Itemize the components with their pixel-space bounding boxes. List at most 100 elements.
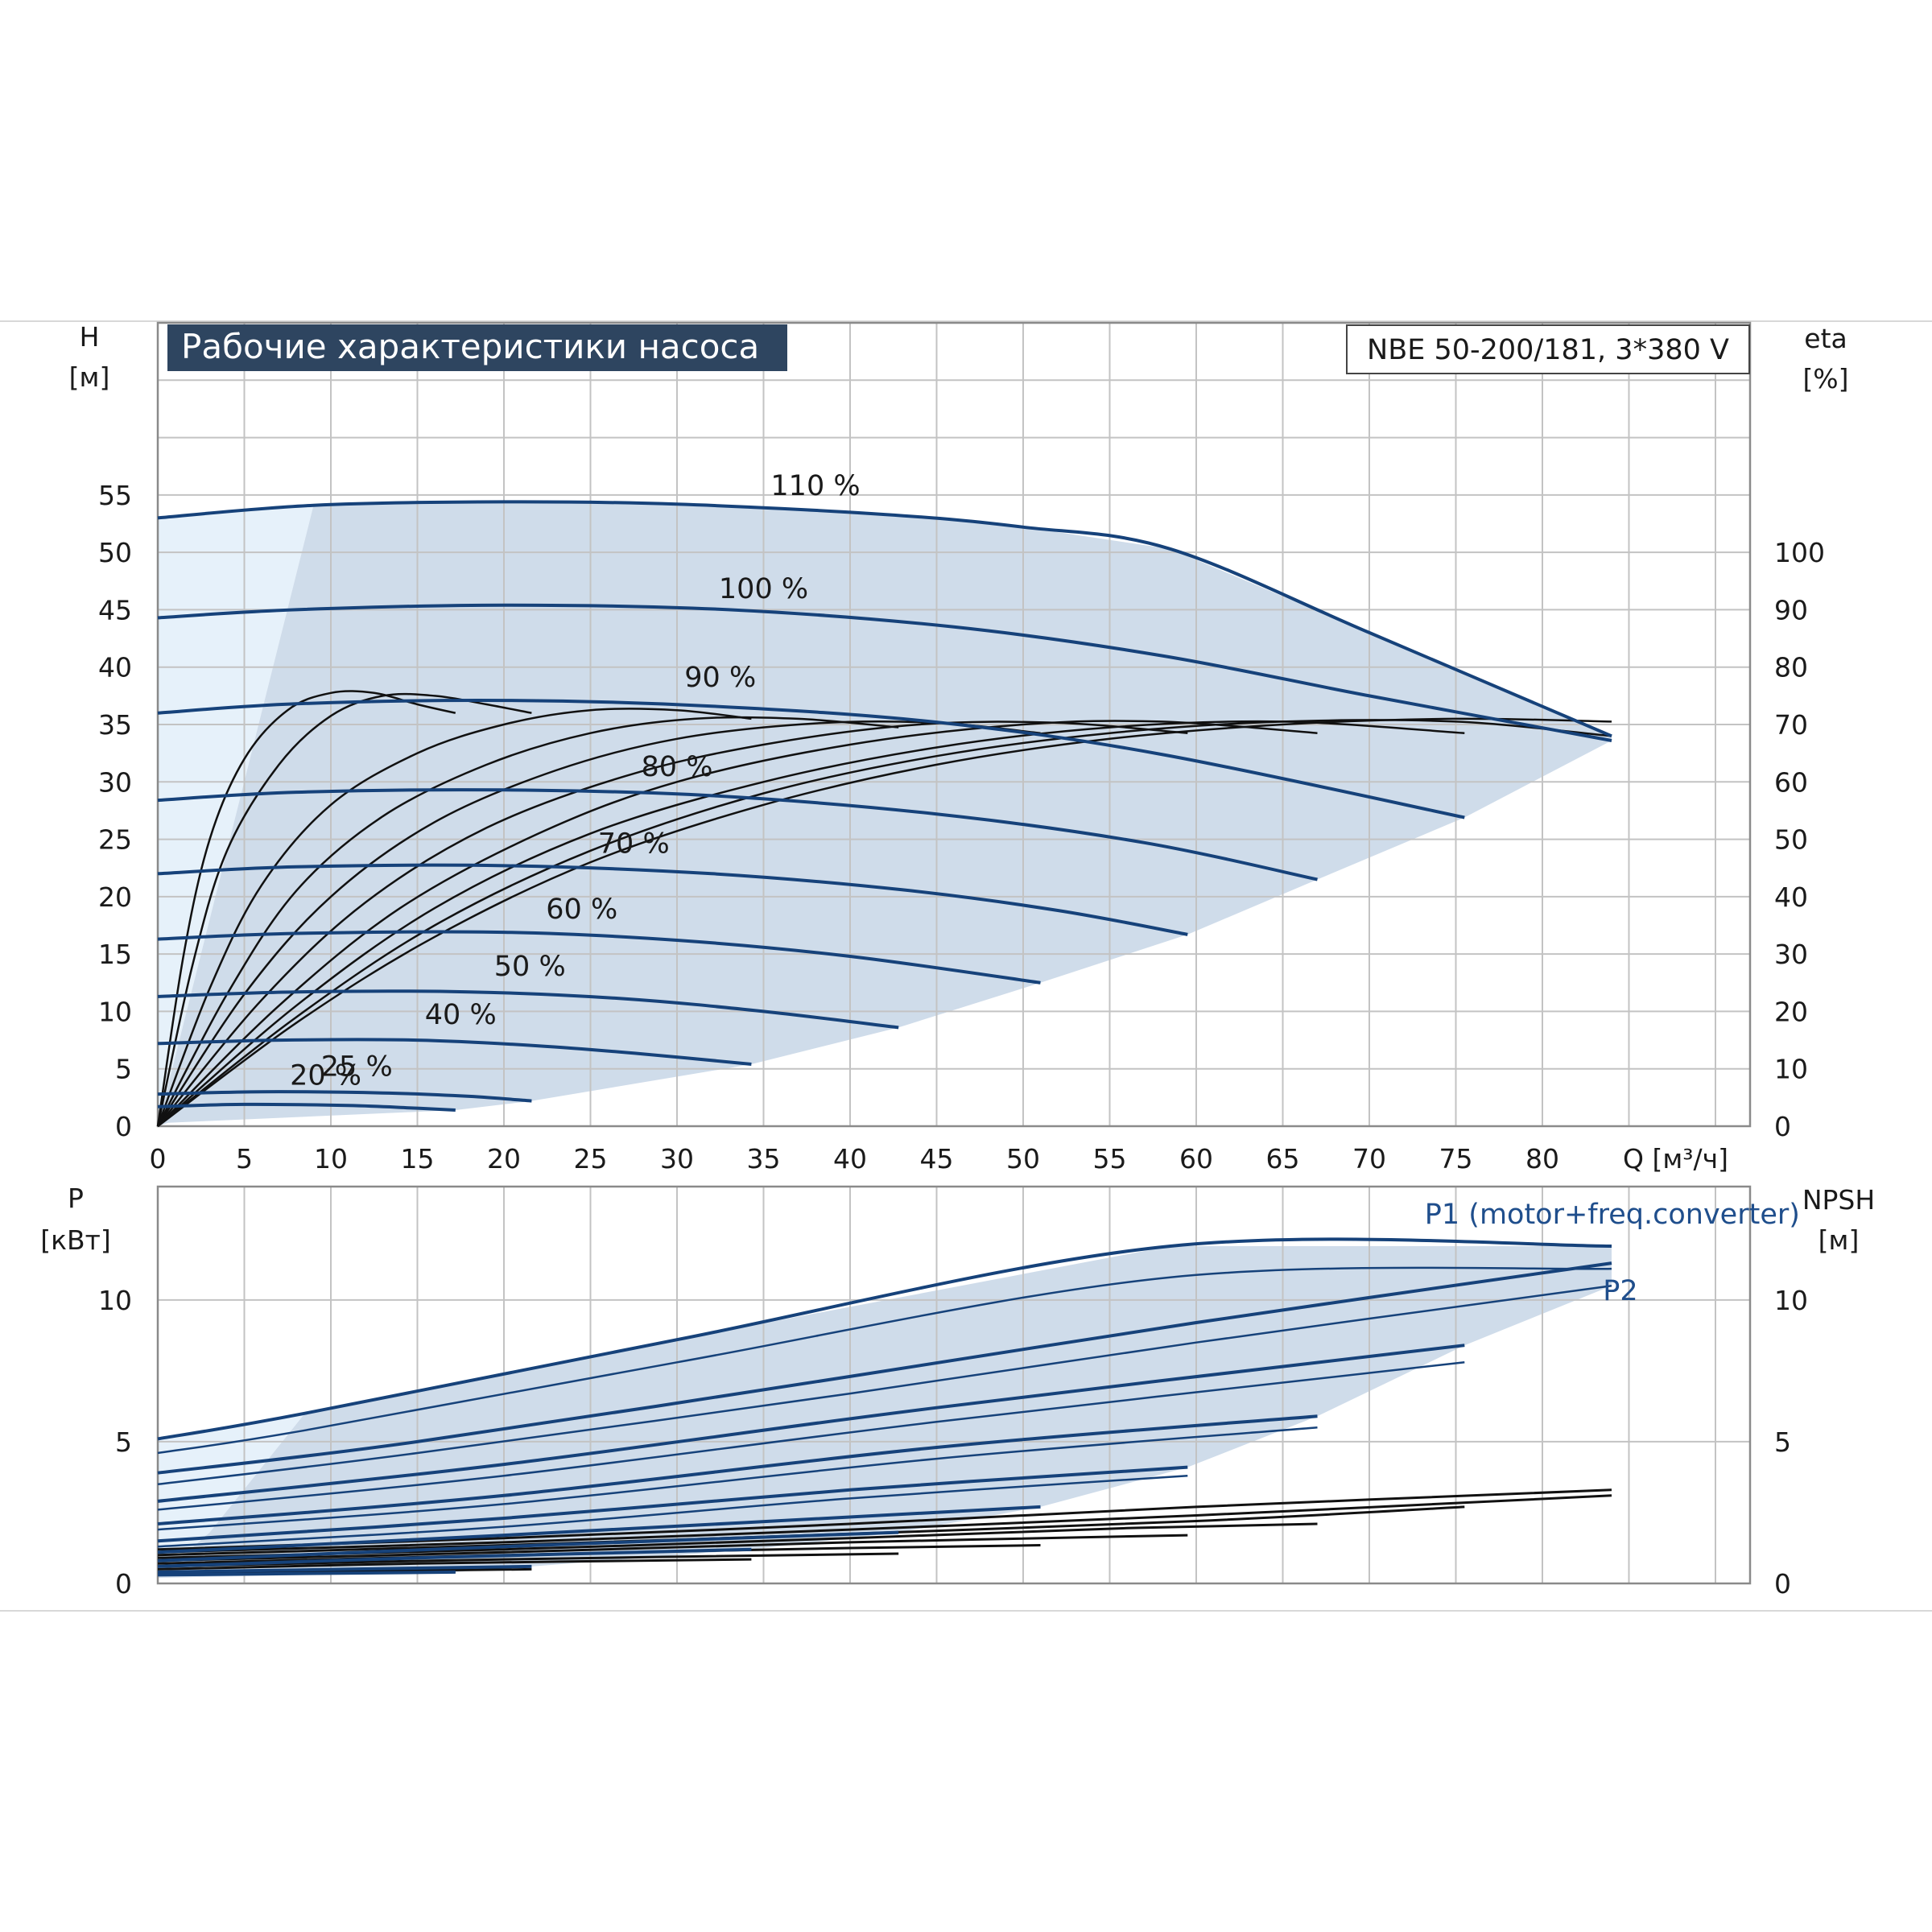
head-curve-label-90: 90 % [684,662,756,694]
p2-curves [157,1266,1612,1548]
eta-tick-label: 50 [1774,824,1808,856]
q-tick-label: 30 [660,1143,694,1174]
h-axis-title-unit: [м] [69,361,110,393]
q-tick-label: 35 [747,1143,781,1174]
p1-110-curve [157,1237,1612,1441]
head-curve-50 [157,989,899,1030]
h-tick-label: 50 [98,537,132,568]
p2-70-curve [157,1474,1188,1548]
h-tick-label: 40 [98,652,132,683]
model-label: NBE 50-200/181, 3*380 V [1367,334,1729,366]
eta-axis-ticks: 0 10 20 30 40 50 60 70 80 90 100 [1774,537,1825,1142]
npsh-tick-label: 5 [1774,1426,1791,1458]
eta-axis-title-symbol: eta [1804,323,1847,354]
h-tick-label: 45 [98,594,132,625]
head-curve-70 [157,863,1188,936]
q-tick-label: 60 [1179,1143,1213,1174]
p1-50-curve [157,1530,899,1563]
eta-50-curve [156,716,899,1127]
npsh-40-curve [157,1558,752,1571]
head-curve-label-70: 70 % [598,828,670,861]
head-curve-label-110: 110 % [770,470,860,502]
q-tick-label: 75 [1439,1143,1473,1174]
q-axis-ticks: 0 5 10 15 20 25 30 35 40 45 50 55 60 65 70 75 80 [150,1143,1560,1174]
eta-100-curve [157,719,1612,1127]
chart-title: Рабочие характеристики насоса [181,327,759,366]
eta-tick-label: 40 [1774,881,1808,913]
head-curve-90 [157,699,1465,819]
h-axis-ticks: 0 5 10 15 20 25 30 35 40 45 50 55 [98,480,132,1142]
eta-60-curve [156,720,1041,1127]
head-curve-20 [157,1102,456,1112]
p-tick-label: 5 [115,1426,132,1458]
p1-25-curve [157,1564,532,1574]
power-label-p1-motor-freq-converter: P1 (motor+freq.converter) [1425,1199,1800,1231]
eta-70-curve [157,720,1188,1127]
h-tick-label: 15 [98,939,132,970]
npsh-axis-title-symbol: NPSH [1802,1184,1875,1216]
p1-80-curve [157,1414,1318,1525]
p1-40-curve [157,1547,752,1568]
npsh-tick-label: 10 [1774,1285,1808,1316]
model-label-box [1346,324,1750,374]
q-axis-title: Q [м³/ч] [1623,1143,1728,1174]
p-axis-ticks: 0 5 10 [98,1285,132,1600]
npsh-tick-label: 0 [1774,1568,1791,1600]
eta-tick-label: 20 [1774,996,1808,1027]
q-tick-label: 40 [833,1143,867,1174]
q-tick-label: 50 [1006,1143,1040,1174]
head-curve-labels: 110 % 100 % 90 % 80 % 70 % 60 % 50 % 40 % 25 %20… [290,470,861,1092]
q-tick-label: 55 [1093,1143,1127,1174]
h-axis-title-symbol: H [80,321,100,353]
head-panel: 110 %100 %90 %80 %70 %60 %50 %40 %25 %20… [69,321,1849,1174]
eta-40-curve [156,708,752,1127]
q-tick-label: 25 [574,1143,608,1174]
q-tick-label: 80 [1525,1143,1559,1174]
p2-100-curve [157,1285,1612,1486]
head-curve-110 [157,500,1612,738]
head-curve-60 [157,930,1041,985]
head-curve-label-100: 100 % [719,573,808,605]
p2-90-curve [157,1361,1465,1511]
head-curve-40 [157,1038,752,1066]
q-tick-label: 20 [487,1143,521,1174]
npsh-100-curve [157,1494,1612,1554]
head-curve-100 [157,603,1612,742]
eta-tick-label: 70 [1774,709,1808,741]
p-tick-label: 0 [115,1568,132,1600]
npsh-axis-ticks: 0 5 10 [1774,1285,1808,1600]
head-curve-label-25: 25 % [321,1051,393,1083]
eta-90-curve [157,720,1465,1127]
q-tick-label: 5 [236,1143,253,1174]
head-curve-label-60: 60 % [546,894,617,926]
p1-90-curve [157,1344,1465,1503]
head-curve-label-50: 50 % [494,951,566,983]
eta-20-curve [156,690,456,1127]
power-envelope-light [158,1413,305,1578]
head-curve-label-20: 20 % [290,1060,361,1092]
head-curve-label-40: 40 % [425,999,497,1031]
h-tick-label: 25 [98,824,132,856]
h-tick-label: 55 [98,480,132,511]
p-axis-title-symbol: P [68,1183,84,1214]
p-tick-label: 10 [98,1285,132,1316]
npsh-70-curve [157,1534,1188,1563]
power-plot-frame [156,1185,1752,1585]
h-tick-label: 30 [98,766,132,798]
h-tick-label: 5 [115,1054,132,1085]
q-tick-label: 45 [920,1143,954,1174]
p-axis-title-unit: [кВт] [40,1224,111,1256]
h-tick-label: 10 [98,996,132,1027]
eta-tick-label: 100 [1774,537,1825,568]
title-box [167,324,787,371]
q-tick-label: 0 [150,1143,167,1174]
eta-80-curve [157,720,1318,1127]
q-tick-label: 10 [314,1143,348,1174]
p2-80-curve [157,1426,1318,1531]
eta-axis-title-unit: [%] [1802,363,1848,394]
head-curve-25 [157,1090,532,1103]
q-tick-label: 15 [401,1143,435,1174]
q-tick-label: 65 [1266,1143,1300,1174]
eta-tick-label: 80 [1774,652,1808,683]
